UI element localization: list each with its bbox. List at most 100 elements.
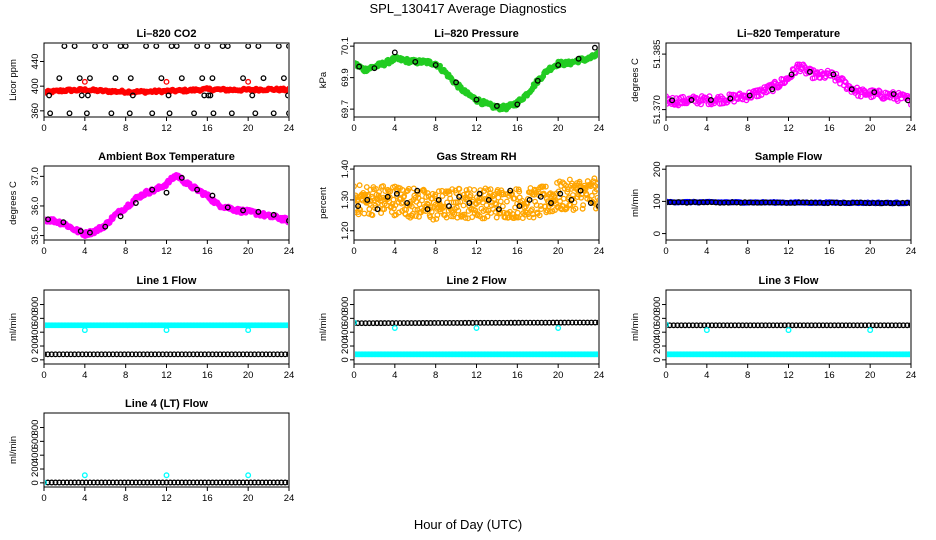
data-point bbox=[461, 191, 467, 198]
data-point bbox=[125, 351, 132, 358]
data-point bbox=[908, 200, 910, 207]
data-point bbox=[456, 193, 463, 200]
data-point bbox=[854, 322, 861, 329]
data-point bbox=[908, 101, 910, 108]
data-point bbox=[503, 198, 510, 205]
data-point bbox=[167, 479, 174, 486]
data-point bbox=[435, 188, 442, 195]
y-tick-label: 400 bbox=[30, 78, 41, 94]
data-point bbox=[693, 322, 700, 329]
data-point bbox=[129, 479, 135, 486]
data-point bbox=[182, 479, 189, 486]
y-tick-label: 100 bbox=[652, 193, 663, 209]
data-point bbox=[481, 319, 488, 326]
data-point bbox=[263, 351, 269, 358]
x-tick-label: 0 bbox=[351, 123, 356, 134]
y-axis-label: degrees C bbox=[8, 181, 19, 225]
data-point bbox=[56, 351, 63, 358]
data-point bbox=[739, 322, 746, 329]
data-point bbox=[564, 188, 571, 195]
data-series bbox=[81, 78, 252, 85]
data-point bbox=[766, 322, 773, 329]
data-point bbox=[148, 479, 155, 486]
data-point bbox=[596, 351, 598, 358]
data-point bbox=[888, 322, 895, 329]
x-tick-label: 0 bbox=[663, 123, 668, 134]
data-point bbox=[163, 472, 170, 479]
data-point bbox=[881, 322, 888, 329]
data-point bbox=[240, 351, 247, 358]
data-point bbox=[356, 63, 363, 70]
data-point bbox=[370, 320, 377, 327]
data-point bbox=[81, 472, 88, 479]
x-tick-label: 4 bbox=[82, 370, 87, 381]
x-tick-label: 4 bbox=[82, 493, 87, 504]
data-point bbox=[688, 97, 695, 103]
y-tick-label: 0 bbox=[30, 357, 41, 362]
data-point bbox=[252, 110, 259, 116]
data-point bbox=[497, 198, 504, 205]
data-point bbox=[514, 101, 521, 108]
data-point bbox=[155, 351, 162, 358]
data-point bbox=[270, 211, 277, 218]
x-tick-label: 20 bbox=[865, 370, 876, 381]
data-series bbox=[45, 172, 288, 239]
data-point bbox=[746, 92, 753, 99]
data-point bbox=[483, 202, 490, 209]
data-point bbox=[186, 479, 193, 486]
data-point bbox=[171, 351, 178, 358]
x-tick-label: 12 bbox=[783, 123, 794, 134]
data-point bbox=[165, 92, 172, 99]
data-point bbox=[423, 320, 430, 326]
plot-area bbox=[45, 472, 288, 486]
data-point bbox=[48, 479, 55, 486]
data-point bbox=[669, 94, 676, 101]
data-series bbox=[45, 479, 288, 486]
data-point bbox=[493, 201, 500, 208]
data-point bbox=[908, 322, 910, 329]
data-point bbox=[286, 322, 288, 328]
data-point bbox=[522, 203, 529, 210]
data-point bbox=[908, 351, 910, 358]
data-point bbox=[255, 208, 262, 215]
data-point bbox=[280, 75, 287, 82]
data-point bbox=[266, 351, 273, 358]
data-point bbox=[194, 44, 201, 50]
data-point bbox=[788, 71, 795, 78]
data-point bbox=[550, 319, 557, 326]
data-series bbox=[667, 351, 910, 358]
x-tick-label: 16 bbox=[512, 246, 523, 257]
chart-panel: Li–820 Pressure 0 4 8 12 16 20 24 69.7 69.9 70.1 kP… bbox=[318, 28, 604, 134]
x-tick-label: 8 bbox=[123, 246, 128, 257]
data-point bbox=[209, 75, 216, 82]
data-point bbox=[703, 327, 710, 334]
x-tick-label: 8 bbox=[433, 246, 438, 257]
data-point bbox=[81, 78, 88, 85]
data-point bbox=[493, 214, 500, 221]
data-point bbox=[462, 319, 468, 326]
data-point bbox=[173, 44, 180, 50]
data-point bbox=[178, 479, 185, 486]
data-point bbox=[75, 479, 82, 486]
y-tick-label: 35.0 bbox=[30, 226, 41, 245]
data-point bbox=[804, 322, 811, 329]
y-axis-label: Licor ppm bbox=[8, 59, 19, 101]
data-point bbox=[106, 479, 113, 486]
x-tick-label: 16 bbox=[824, 123, 835, 134]
data-point bbox=[469, 319, 476, 326]
data-point bbox=[217, 351, 224, 358]
data-point bbox=[871, 89, 878, 96]
data-point bbox=[812, 322, 819, 329]
data-point bbox=[401, 193, 408, 200]
data-point bbox=[213, 479, 220, 486]
data-point bbox=[129, 92, 136, 99]
data-point bbox=[596, 49, 598, 55]
data-point bbox=[591, 44, 598, 51]
data-point bbox=[129, 351, 135, 358]
data-point bbox=[64, 351, 70, 358]
x-tick-label: 16 bbox=[202, 493, 213, 504]
data-point bbox=[71, 479, 78, 486]
data-point bbox=[155, 479, 162, 486]
data-point bbox=[108, 110, 115, 116]
